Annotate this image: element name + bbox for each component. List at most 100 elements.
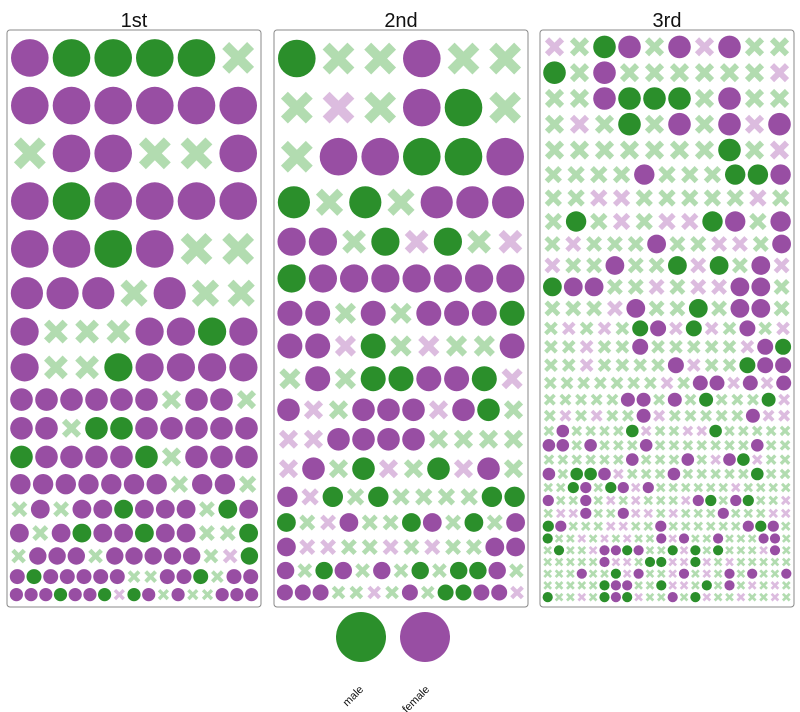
passenger-mark [588, 569, 598, 579]
passenger-mark [187, 588, 199, 601]
passenger-mark [575, 409, 588, 422]
passenger-mark [770, 581, 780, 590]
passenger-mark [773, 300, 790, 317]
passenger-mark [656, 569, 666, 579]
passenger-mark [460, 488, 478, 506]
passenger-mark [645, 569, 655, 579]
passenger-mark [51, 523, 71, 543]
passenger-mark [555, 482, 566, 493]
passenger-mark [627, 236, 644, 252]
passenger-mark [694, 140, 715, 160]
passenger-mark [749, 212, 767, 231]
passenger-mark [68, 588, 82, 602]
passenger-mark [85, 388, 108, 411]
passenger-mark [579, 321, 594, 336]
passenger-mark [580, 507, 592, 519]
passenger-mark [655, 482, 666, 493]
passenger-mark [11, 39, 49, 77]
passenger-mark [478, 429, 499, 449]
passenger-mark [765, 468, 777, 480]
passenger-mark [690, 556, 701, 568]
passenger-mark [702, 545, 712, 555]
passenger-mark [736, 534, 746, 543]
passenger-mark [705, 494, 717, 507]
passenger-mark [577, 557, 587, 567]
passenger-mark [715, 393, 728, 406]
passenger-mark [565, 257, 582, 274]
passenger-mark [613, 468, 624, 480]
passenger-mark [648, 257, 665, 274]
passenger-mark [739, 357, 756, 374]
passenger-mark [684, 393, 697, 406]
passenger-mark [403, 459, 424, 479]
passenger-mark [738, 468, 749, 480]
passenger-mark [705, 508, 716, 519]
passenger-mark [576, 568, 587, 579]
passenger-mark [599, 425, 610, 437]
passenger-mark [432, 563, 447, 578]
passenger-mark [177, 182, 216, 220]
passenger-mark [577, 376, 590, 390]
passenger-mark [368, 486, 389, 507]
passenger-mark [305, 366, 331, 392]
passenger-mark [315, 188, 344, 216]
passenger-mark [489, 91, 522, 124]
passenger-mark [710, 468, 721, 480]
passenger-mark [176, 523, 196, 543]
passenger-mark [334, 368, 356, 390]
passenger-mark [543, 393, 556, 406]
passenger-mark [605, 482, 617, 494]
passenger-mark [605, 256, 625, 275]
passenger-mark [617, 482, 629, 494]
passenger-mark [751, 467, 764, 481]
passenger-mark [722, 358, 737, 372]
passenger-mark [713, 581, 723, 590]
passenger-mark [644, 556, 656, 568]
passenger-mark [725, 164, 746, 185]
passenger-mark [277, 537, 296, 557]
passenger-mark [606, 393, 619, 406]
passenger-mark [651, 358, 665, 372]
passenger-mark [390, 302, 412, 324]
passenger-mark [55, 474, 76, 495]
passenger-mark [322, 91, 355, 124]
passenger-mark [185, 417, 208, 440]
passenger-mark [781, 545, 791, 555]
passenger-mark [163, 547, 182, 565]
passenger-mark [658, 166, 676, 184]
passenger-mark [555, 508, 566, 519]
passenger-mark [279, 368, 301, 390]
passenger-mark [778, 409, 791, 422]
passenger-mark [10, 523, 29, 543]
passenger-mark [656, 592, 666, 602]
passenger-mark [599, 592, 610, 603]
passenger-mark [373, 561, 391, 580]
passenger-mark [696, 440, 708, 451]
passenger-mark [453, 459, 474, 479]
passenger-mark [778, 393, 791, 406]
passenger-mark [779, 454, 791, 465]
passenger-mark [486, 514, 503, 531]
passenger-mark [610, 376, 624, 390]
passenger-mark [542, 467, 556, 481]
passenger-mark [219, 86, 257, 125]
passenger-mark [30, 499, 50, 519]
passenger-mark [146, 474, 167, 495]
passenger-mark [35, 388, 58, 411]
passenger-mark [681, 212, 699, 231]
passenger-mark [544, 236, 561, 252]
passenger-mark [669, 140, 690, 160]
passenger-mark [586, 257, 603, 274]
passenger-mark [420, 186, 453, 219]
passenger-mark [769, 545, 781, 556]
passenger-mark [622, 580, 633, 591]
passenger-mark [747, 164, 769, 185]
passenger-mark [563, 277, 583, 297]
passenger-mark [644, 114, 665, 134]
passenger-mark [485, 537, 505, 557]
passenger-mark [360, 300, 386, 326]
passenger-mark [622, 545, 633, 556]
passenger-mark [93, 569, 109, 585]
passenger-mark [751, 299, 771, 318]
passenger-mark [668, 534, 678, 543]
